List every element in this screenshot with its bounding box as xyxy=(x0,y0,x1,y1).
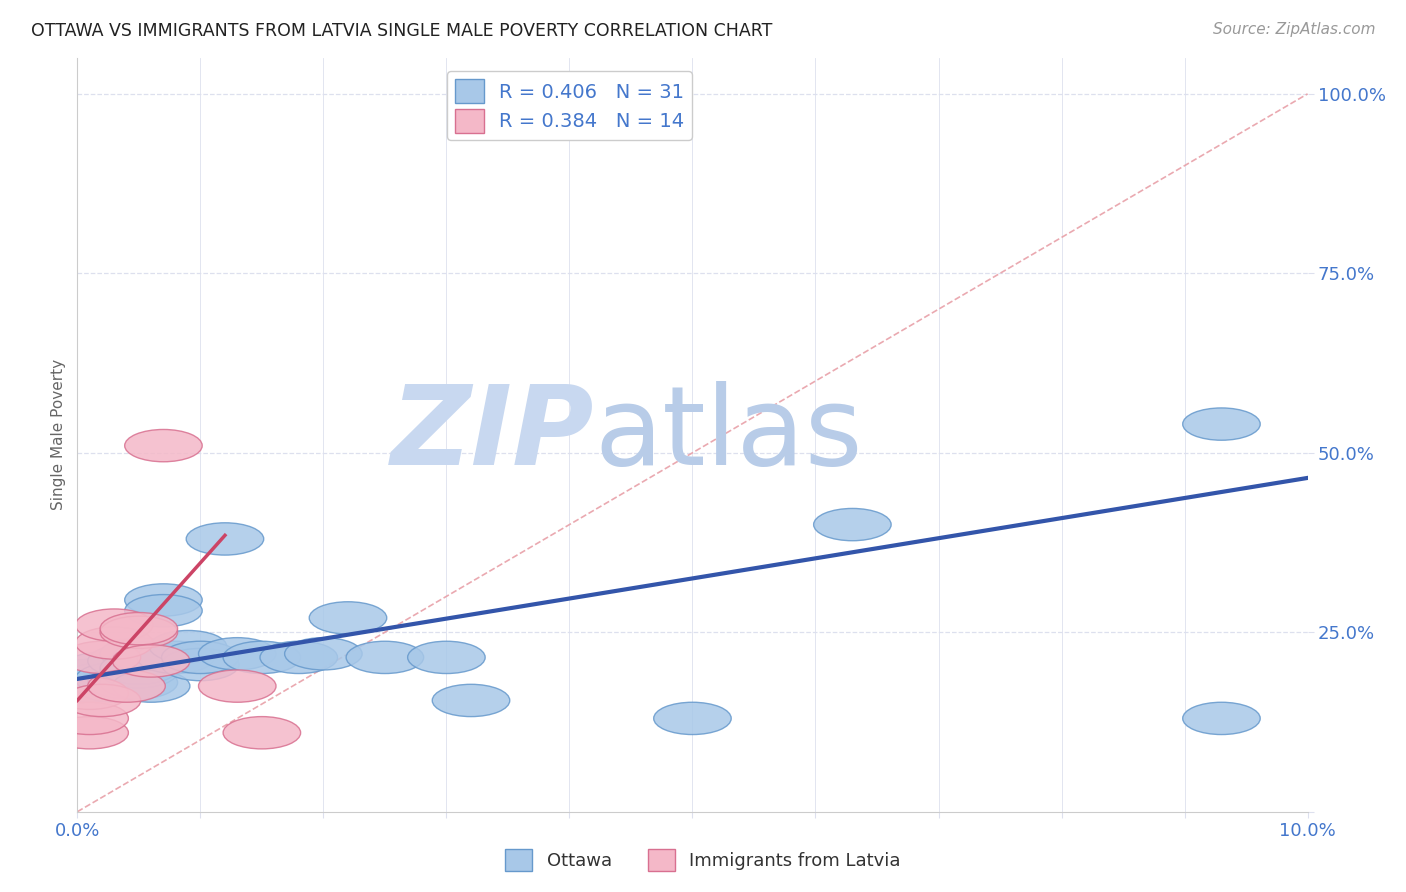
Ellipse shape xyxy=(198,670,276,702)
Ellipse shape xyxy=(125,595,202,627)
Ellipse shape xyxy=(149,631,226,663)
Ellipse shape xyxy=(125,583,202,616)
Text: atlas: atlas xyxy=(595,382,862,488)
Ellipse shape xyxy=(198,638,276,670)
Ellipse shape xyxy=(51,702,128,734)
Y-axis label: Single Male Poverty: Single Male Poverty xyxy=(51,359,66,510)
Ellipse shape xyxy=(654,702,731,734)
Ellipse shape xyxy=(432,684,510,716)
Ellipse shape xyxy=(1182,702,1260,734)
Ellipse shape xyxy=(76,627,153,659)
Ellipse shape xyxy=(346,641,423,673)
Ellipse shape xyxy=(162,648,239,681)
Ellipse shape xyxy=(100,616,177,648)
Ellipse shape xyxy=(112,645,190,677)
Ellipse shape xyxy=(125,429,202,462)
Ellipse shape xyxy=(224,716,301,749)
Ellipse shape xyxy=(76,609,153,641)
Ellipse shape xyxy=(100,638,177,670)
Ellipse shape xyxy=(1182,408,1260,441)
Ellipse shape xyxy=(100,656,177,688)
Legend: R = 0.406   N = 31, R = 0.384   N = 14: R = 0.406 N = 31, R = 0.384 N = 14 xyxy=(447,71,692,140)
Ellipse shape xyxy=(100,666,177,698)
Ellipse shape xyxy=(63,663,141,695)
Ellipse shape xyxy=(76,670,153,702)
Text: ZIP: ZIP xyxy=(391,382,595,488)
Ellipse shape xyxy=(63,652,141,684)
Ellipse shape xyxy=(87,645,166,677)
Legend: Ottawa, Immigrants from Latvia: Ottawa, Immigrants from Latvia xyxy=(498,842,908,879)
Text: OTTAWA VS IMMIGRANTS FROM LATVIA SINGLE MALE POVERTY CORRELATION CHART: OTTAWA VS IMMIGRANTS FROM LATVIA SINGLE … xyxy=(31,22,772,40)
Text: Source: ZipAtlas.com: Source: ZipAtlas.com xyxy=(1212,22,1375,37)
Ellipse shape xyxy=(284,638,363,670)
Ellipse shape xyxy=(87,670,166,702)
Ellipse shape xyxy=(87,666,166,698)
Ellipse shape xyxy=(112,670,190,702)
Ellipse shape xyxy=(136,641,215,673)
Ellipse shape xyxy=(162,641,239,673)
Ellipse shape xyxy=(51,677,128,709)
Ellipse shape xyxy=(63,641,141,673)
Ellipse shape xyxy=(51,716,128,749)
Ellipse shape xyxy=(309,602,387,634)
Ellipse shape xyxy=(100,613,177,645)
Ellipse shape xyxy=(100,652,177,684)
Ellipse shape xyxy=(260,641,337,673)
Ellipse shape xyxy=(814,508,891,541)
Ellipse shape xyxy=(76,663,153,695)
Ellipse shape xyxy=(186,523,264,555)
Ellipse shape xyxy=(112,641,190,673)
Ellipse shape xyxy=(63,684,141,716)
Ellipse shape xyxy=(51,659,128,691)
Ellipse shape xyxy=(408,641,485,673)
Ellipse shape xyxy=(224,641,301,673)
Ellipse shape xyxy=(51,670,128,702)
